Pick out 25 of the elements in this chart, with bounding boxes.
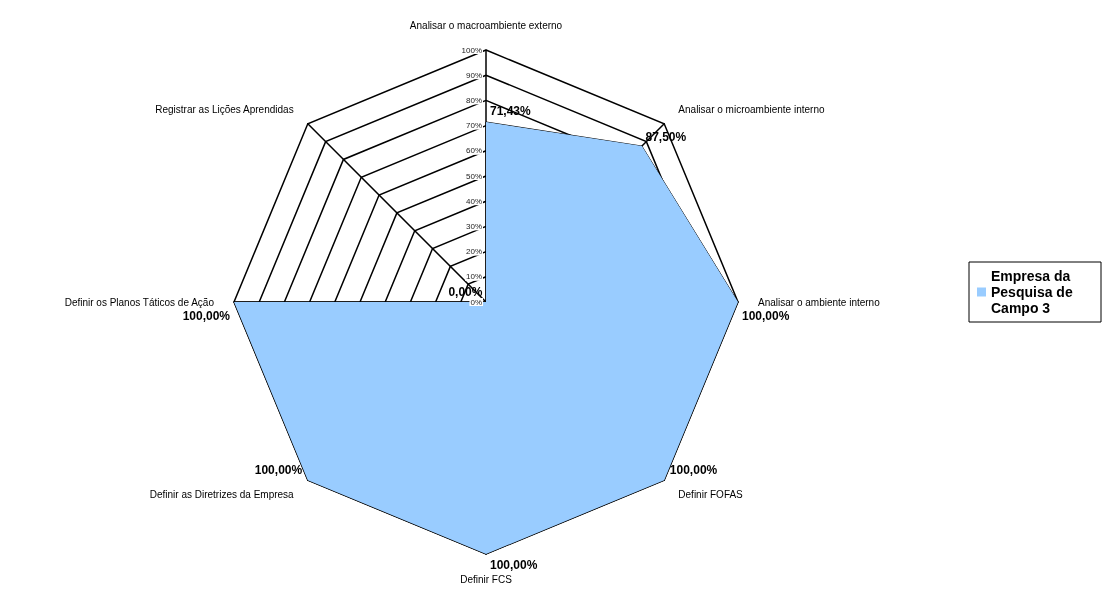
spoke-label: Analisar o ambiente interno [758,296,881,308]
data-label: 100,00% [182,309,231,323]
y-tick-label: 40% [465,196,482,206]
data-label: 100,00% [254,463,303,478]
y-tick-label: 70% [465,121,482,131]
spoke-label: Definir os Planos Táticos de Ação [64,296,215,308]
spoke-label: Registrar as Lições Aprendidas [155,104,294,116]
y-tick-label: 50% [465,171,482,181]
spoke-label: Definir FOFAS [678,488,744,500]
y-tick-label: 10% [465,272,482,282]
data-label: 100,00% [490,558,538,572]
spoke-label: Analisar o microambiente interno [678,104,825,116]
y-tick-label: 30% [465,221,482,231]
y-tick-label: 60% [465,146,482,156]
y-tick-label: 0% [470,297,482,307]
spoke-label: Analisar o macroambiente externo [409,19,563,31]
y-tick-label: 100% [461,45,482,55]
y-tick-label: 20% [465,247,482,257]
y-tick-label: 90% [465,70,482,80]
data-label: 100,00% [669,463,718,478]
data-label: 100,00% [742,309,790,323]
legend-label: Empresa da Pesquisa de Campo 3 [991,268,1077,316]
spoke-label: Definir FCS [460,573,513,585]
spoke-label: Definir as Diretrizes da Empresa [149,488,295,500]
y-tick-label: 80% [465,95,482,105]
